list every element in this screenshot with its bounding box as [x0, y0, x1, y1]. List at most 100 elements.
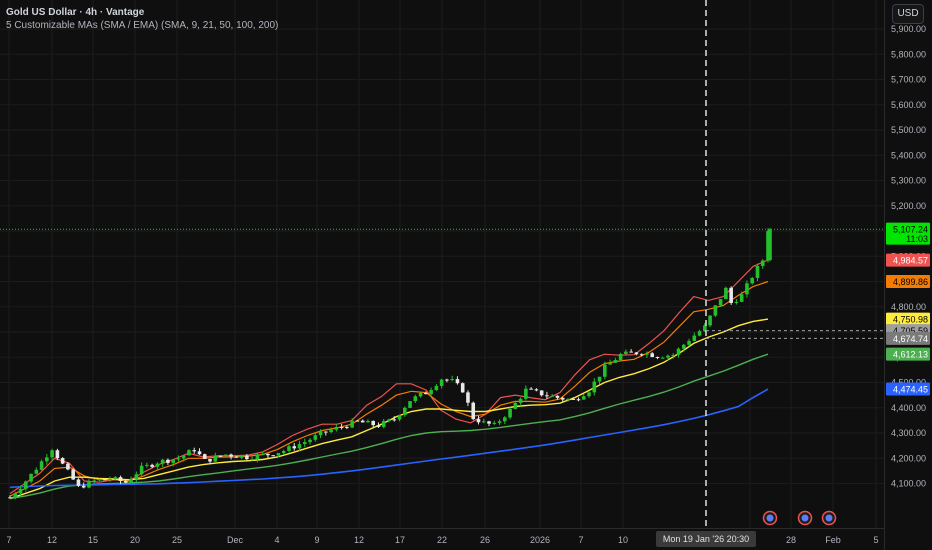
x-tick-label: 25 — [172, 535, 182, 545]
y-tick-label: 4,100.00 — [891, 479, 926, 489]
candle-body — [618, 354, 623, 360]
candle-body — [687, 340, 691, 345]
grid-lines — [0, 0, 884, 528]
candle-body — [671, 354, 676, 356]
candle-body — [102, 479, 107, 481]
ma200-price-label: 4,474.45 — [893, 384, 928, 394]
candle-body — [176, 458, 181, 460]
candle-body — [681, 344, 686, 349]
candle-body — [587, 392, 591, 397]
candle-body — [481, 421, 486, 423]
candle-body — [634, 352, 639, 355]
candle-body — [45, 457, 49, 462]
candle-body — [381, 421, 386, 427]
candle-body — [650, 353, 654, 358]
candle-body — [55, 450, 60, 459]
y-tick-label: 5,600.00 — [891, 100, 926, 110]
x-tick-label: 12 — [354, 535, 364, 545]
candle-body — [760, 260, 765, 266]
candle-body — [202, 454, 207, 459]
candle-body — [355, 420, 360, 422]
candle-body — [766, 231, 770, 261]
ma21-price-badge — [886, 275, 930, 289]
candle-body — [676, 348, 681, 355]
candle-body — [397, 415, 402, 420]
candle-body — [755, 265, 760, 278]
candle-body — [503, 417, 507, 422]
countdown-label: 11:03 — [906, 234, 928, 244]
candle-body — [345, 426, 349, 428]
candle-body — [750, 277, 755, 284]
candle-body — [308, 439, 312, 443]
candle-body — [376, 425, 381, 427]
candle-body — [529, 388, 533, 390]
candle-body — [692, 335, 697, 341]
y-tick-label: 4,800.00 — [891, 302, 926, 312]
candle-body — [155, 463, 160, 467]
candle-body — [60, 458, 65, 464]
candle-body — [129, 479, 133, 483]
candle-body — [234, 456, 239, 458]
candle-body — [366, 420, 370, 423]
candle-body — [108, 478, 112, 480]
candle-body — [571, 398, 576, 400]
candle-body — [550, 395, 554, 397]
ma9-price-badge — [886, 253, 930, 267]
candle-body — [271, 455, 275, 457]
ma50-price-label: 4,750.98 — [893, 315, 928, 325]
candle-body — [402, 407, 407, 416]
candle-body — [181, 455, 186, 459]
candle-body — [392, 419, 397, 421]
candle-body — [645, 353, 649, 355]
ma-line-4 — [9, 388, 769, 489]
flag-icon — [801, 514, 809, 522]
candle-body — [387, 419, 391, 422]
candle-body — [224, 454, 228, 457]
candle-body — [666, 355, 670, 358]
candle-body — [23, 481, 28, 489]
last-price-label: 5,107.24 — [893, 225, 928, 235]
candle-body — [218, 455, 223, 457]
candle-body — [160, 459, 165, 464]
candle-body — [492, 422, 497, 424]
y-tick-label: 5,900.00 — [891, 24, 926, 34]
candle-body — [413, 396, 418, 402]
candle-body — [255, 454, 260, 460]
x-tick-label: 5 — [873, 535, 878, 545]
candle-body — [192, 450, 197, 452]
x-tick-label: 15 — [88, 535, 98, 545]
candle-body — [708, 315, 712, 326]
level-price-label: 4,674.74 — [893, 334, 928, 344]
candle-body — [660, 357, 665, 359]
candle-body — [329, 429, 333, 433]
ma9-price-label: 4,984.57 — [893, 256, 928, 266]
candle-body — [339, 426, 344, 428]
candle-body — [639, 354, 644, 356]
candle-body — [592, 381, 597, 393]
candle-body — [350, 420, 354, 428]
x-tick-label: 2026 — [530, 535, 550, 545]
candle-body — [266, 453, 270, 456]
candle-body — [97, 479, 102, 481]
candle-body — [729, 287, 733, 303]
x-tick-label: 12 — [47, 535, 57, 545]
currency-button[interactable]: USD — [892, 4, 924, 24]
candle-body — [92, 480, 97, 482]
y-tick-label: 5,400.00 — [891, 150, 926, 160]
candle-body — [113, 477, 118, 479]
candle-body — [76, 479, 81, 486]
candle-body — [260, 453, 265, 455]
y-tick-label: 5,500.00 — [891, 125, 926, 135]
x-tick-label: 4 — [274, 535, 279, 545]
candle-body — [302, 442, 307, 445]
x-axis: 712152025Dec491217222620267102228Feb5 — [6, 535, 878, 545]
crosshair-date-badge — [656, 531, 756, 547]
candle-body — [518, 398, 523, 403]
candle-body — [734, 301, 739, 303]
x-tick-label: 26 — [480, 535, 490, 545]
x-tick-label: 7 — [578, 535, 583, 545]
candle-body — [424, 392, 428, 395]
ma50-price-badge — [886, 312, 930, 326]
candle-body — [166, 459, 170, 463]
